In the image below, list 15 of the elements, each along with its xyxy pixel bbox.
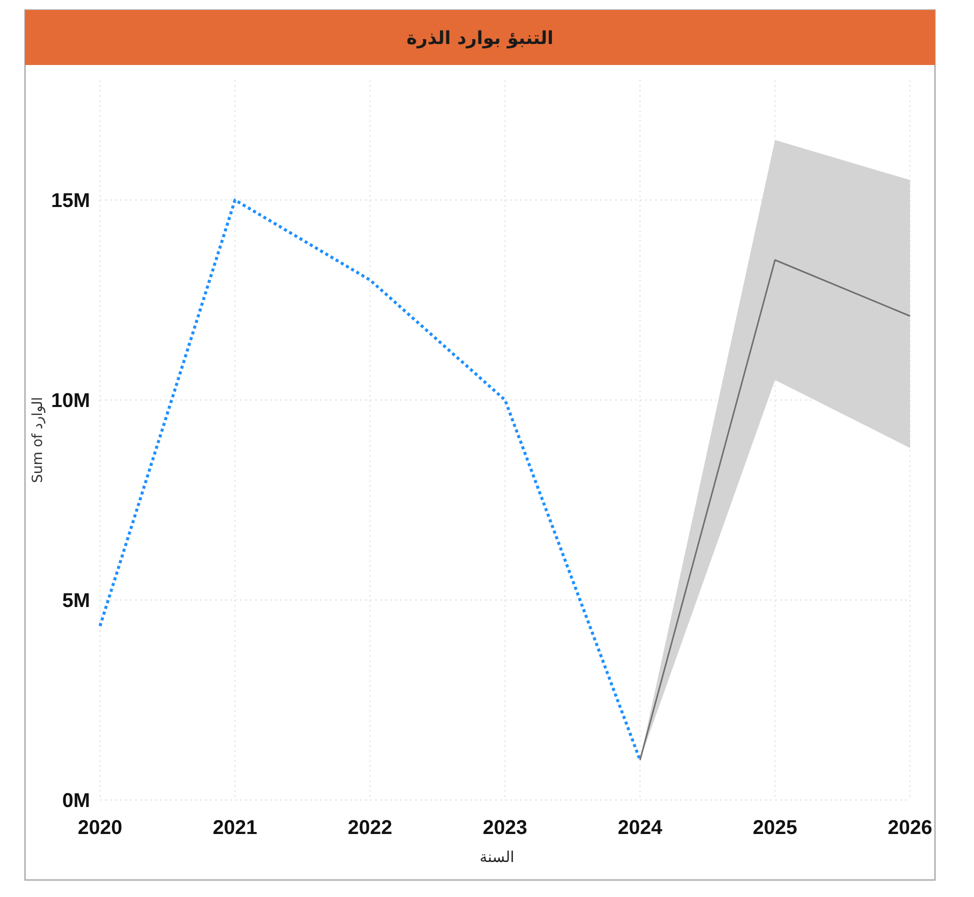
x-tick-label: 2023 (482, 817, 528, 839)
x-tick-label: 2020 (78, 817, 122, 839)
y-tick-label: 15M (51, 190, 90, 212)
chart-title: التنبؤ بوارد الذرة (406, 28, 554, 49)
line-series (98, 198, 642, 762)
x-tick-label: 2022 (348, 817, 392, 839)
y-tick-label: 0M (62, 790, 90, 812)
x-tick-label: 2026 (888, 817, 932, 839)
x-tick-label: 2024 (618, 817, 664, 839)
x-tick-label: 2021 (212, 817, 258, 839)
x-tick-label: 2025 (752, 817, 798, 839)
y-tick-label: 10M (51, 390, 90, 412)
y-tick-label: 5M (62, 590, 90, 612)
x-axis-title: السنة (480, 848, 514, 866)
y-axis-title: Sum of الوارد (30, 396, 46, 484)
